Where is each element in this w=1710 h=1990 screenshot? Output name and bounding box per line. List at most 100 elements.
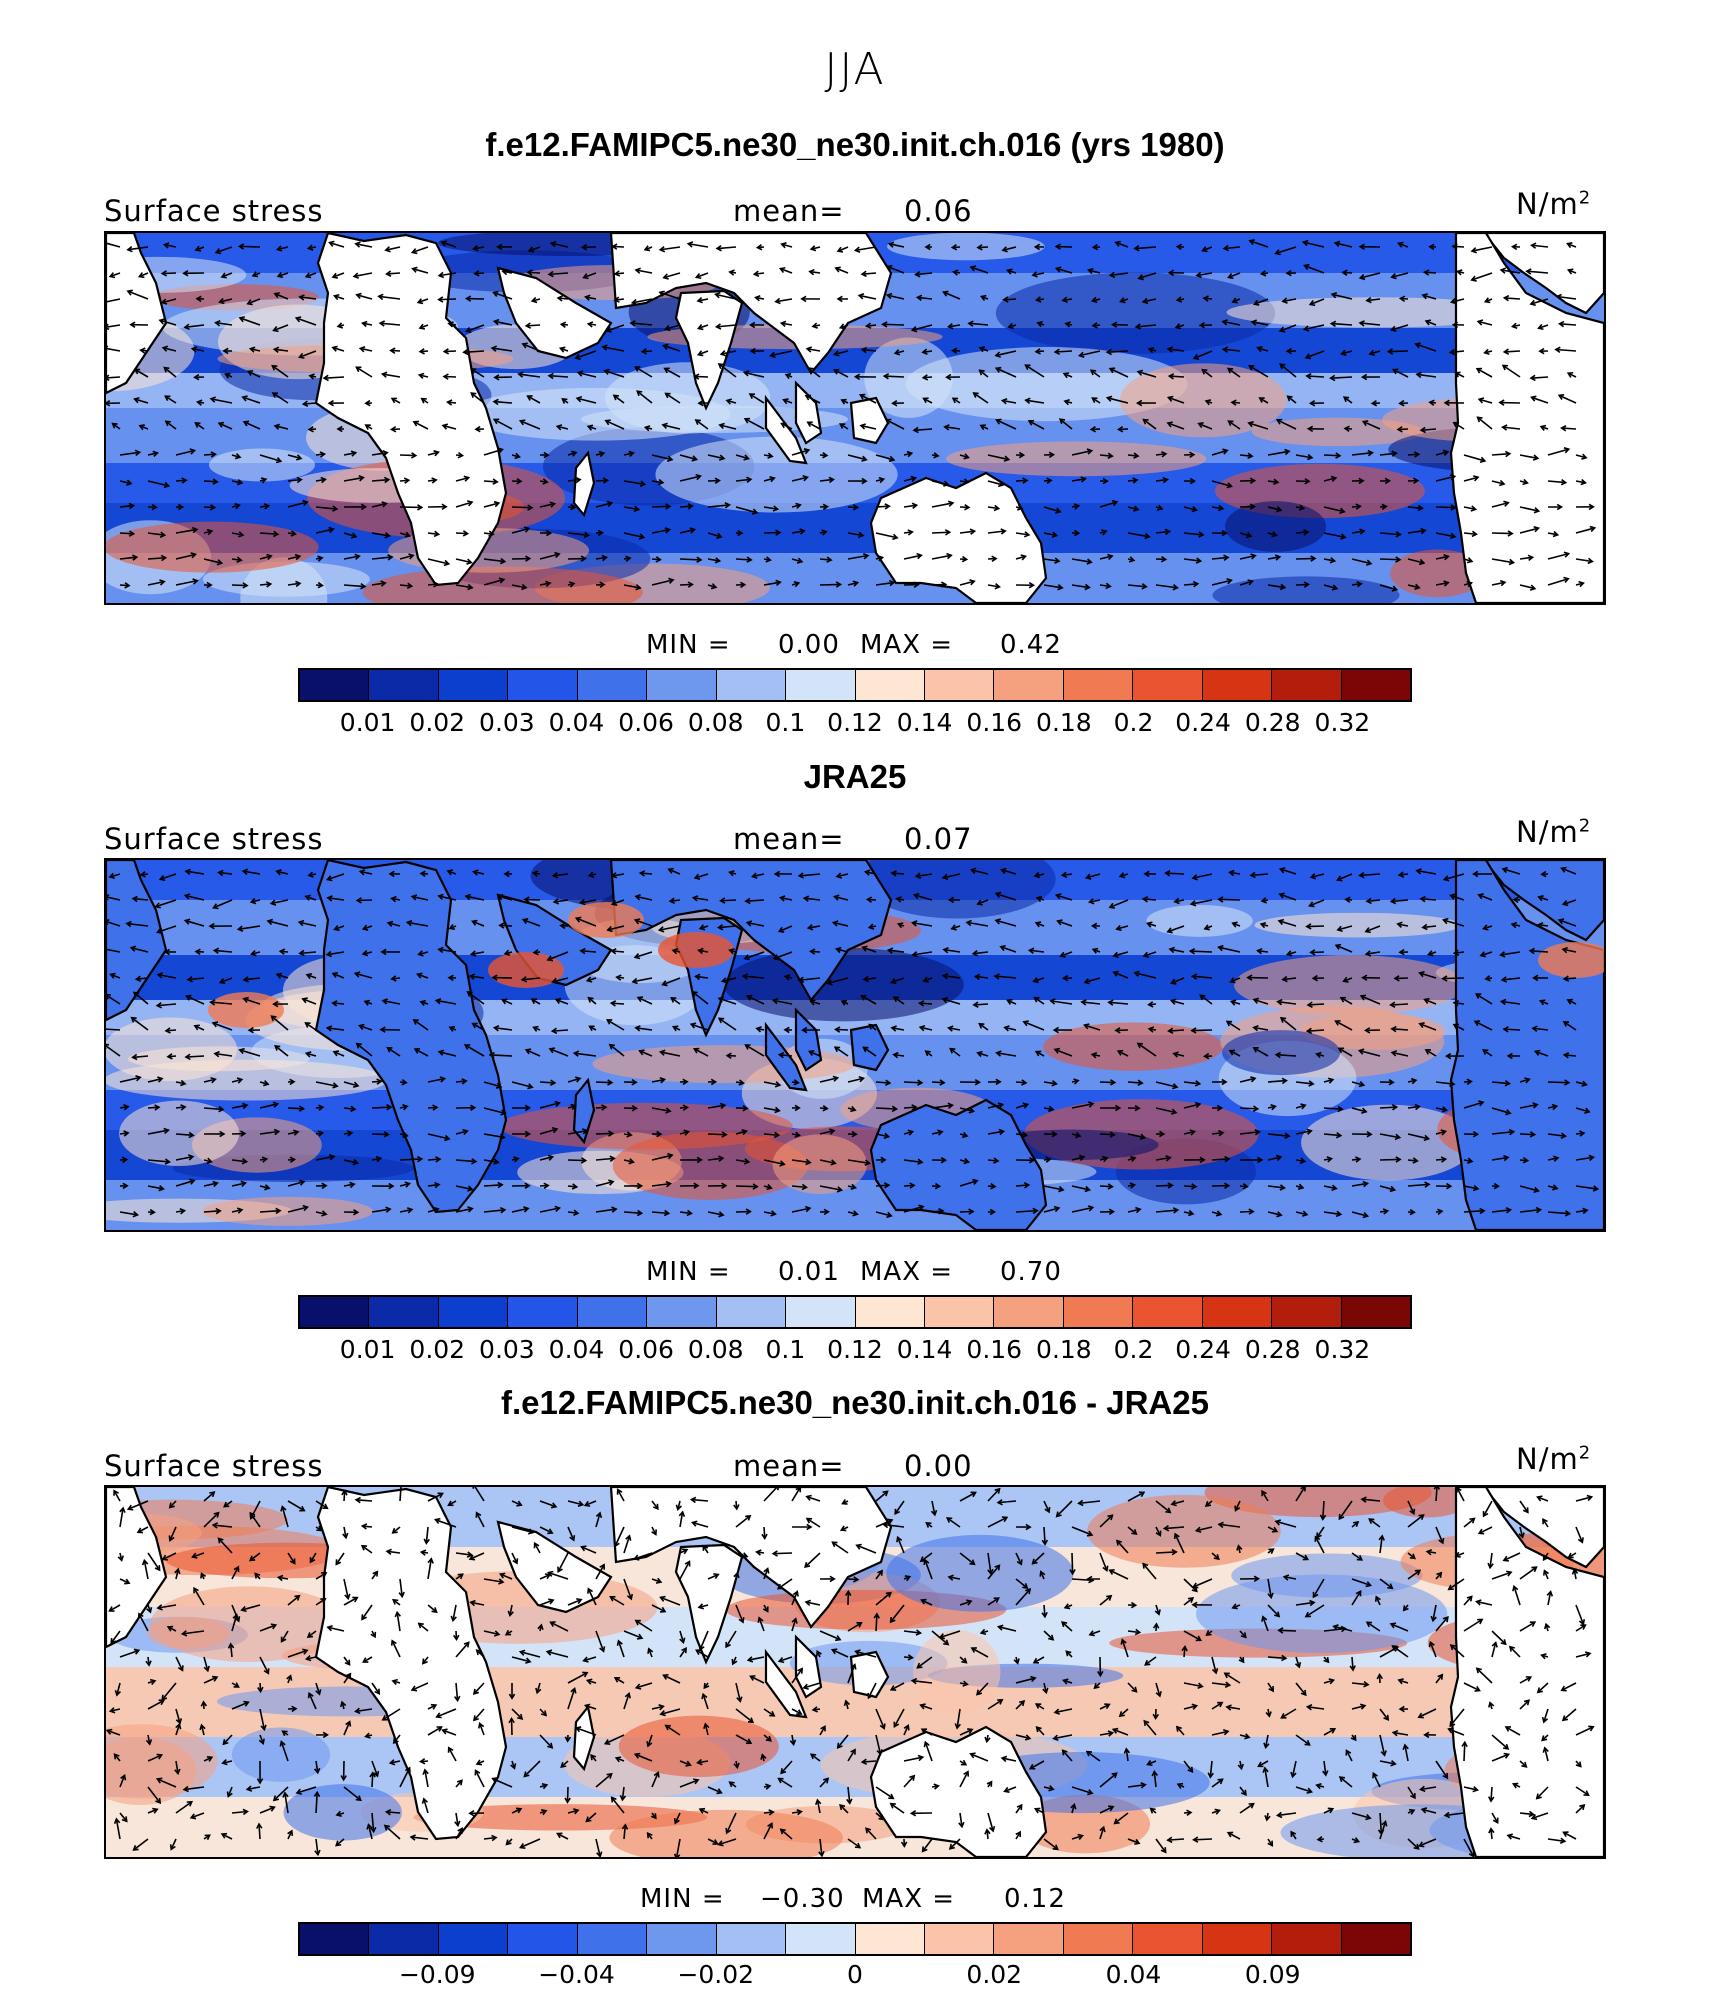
panel-3-min-label: MIN = (640, 1884, 725, 1914)
colorbar-tick-label: 0.14 (897, 1335, 953, 1364)
stress-vector (439, 299, 456, 300)
colorbar-tick-label: 0.06 (618, 1335, 674, 1364)
stress-vector (1156, 1552, 1176, 1553)
panel-3-map-svg (106, 1487, 1604, 1857)
stress-vector (652, 506, 670, 507)
colorbar-tick-label: 0.2 (1114, 1335, 1154, 1364)
stress-vector (820, 584, 841, 585)
colorbar-tick-label: 0.08 (688, 1335, 744, 1364)
colorbar-swatch (1342, 670, 1410, 700)
stress-vector (1240, 1108, 1258, 1109)
stress-vector (400, 455, 416, 456)
colorbar-tick-label: −0.02 (677, 1960, 754, 1989)
stress-vector (1307, 926, 1324, 927)
colorbar-tick-label: 0.12 (827, 708, 883, 737)
colorbar-tick-label: 0.08 (688, 708, 744, 737)
colorbar-tick-label: 0.03 (479, 1335, 535, 1364)
colorbar-tick-label: 0.1 (765, 708, 805, 737)
colorbar-tick-label: 0.32 (1315, 708, 1371, 737)
colorbar-tick-label: 0.12 (827, 1335, 883, 1364)
colorbar-tick-label: −0.09 (399, 1960, 476, 1989)
panel-2-max-label: MAX = (860, 1257, 953, 1287)
colorbar-swatch (578, 1924, 647, 1954)
colorbar-tick-label: 0.1 (765, 1335, 805, 1364)
stress-blob (1146, 905, 1253, 937)
panel-2-max-value: 0.70 (1000, 1257, 1062, 1287)
colorbar-swatch (300, 1924, 369, 1954)
colorbar-tick-label: 0.01 (340, 1335, 396, 1364)
stress-vector (1166, 873, 1184, 874)
stress-vector (736, 1186, 757, 1187)
colorbar-swatch (369, 1924, 438, 1954)
stress-vector (932, 532, 950, 533)
colorbar-tick-label: 0.02 (409, 708, 465, 737)
colorbar-swatch (925, 670, 994, 700)
colorbar-tick-label: 0.24 (1175, 1335, 1231, 1364)
stress-vector (1100, 1082, 1115, 1083)
stress-blob (886, 1535, 1073, 1612)
colorbar-swatch (300, 670, 369, 700)
panel-2-colorbar (298, 1295, 1412, 1329)
panel-2-title: JRA25 (0, 758, 1710, 796)
stress-blob (887, 233, 1045, 260)
colorbar-swatch (369, 670, 438, 700)
stress-vector (904, 1082, 922, 1083)
panel-1-mean-label: mean= (733, 194, 845, 228)
colorbar-swatch (1064, 1297, 1133, 1327)
colorbar-tick-label: 0.32 (1315, 1335, 1371, 1364)
colorbar-swatch (856, 670, 925, 700)
panel-3-min-value: −0.30 (760, 1884, 845, 1914)
stress-vector (1156, 1185, 1172, 1186)
colorbar-swatch (578, 670, 647, 700)
colorbar-swatch (578, 1297, 647, 1327)
panel-1-mean-value: 0.06 (904, 194, 973, 228)
panel-3-max-value: 0.12 (1004, 1884, 1066, 1914)
panel-2-map (104, 858, 1606, 1232)
stress-blob (655, 437, 897, 513)
panel-1-min-label: MIN = (646, 630, 731, 660)
stress-vector (567, 1787, 568, 1802)
colorbar-swatch (786, 670, 855, 700)
panel-3-mean-value: 0.00 (904, 1449, 973, 1483)
panel-1-max-value: 0.42 (1000, 630, 1062, 660)
stress-vector (1190, 951, 1212, 952)
panel-2-mean-label: mean= (733, 822, 845, 856)
colorbar-swatch (1272, 1924, 1341, 1954)
colorbar-tick-label: 0.16 (966, 708, 1022, 737)
stress-vector (106, 377, 120, 378)
colorbar-tick-label: 0.14 (897, 708, 953, 737)
panel-2-field-label: Surface stress (104, 822, 324, 856)
colorbar-tick-label: 0.01 (340, 708, 396, 737)
stress-vector (1219, 899, 1240, 900)
colorbar-swatch (1133, 670, 1202, 700)
colorbar-swatch (786, 1297, 855, 1327)
stress-vector (400, 1159, 422, 1160)
stress-blob (1234, 955, 1465, 1015)
colorbar-swatch (1133, 1924, 1202, 1954)
panel-3-field-label: Surface stress (104, 1449, 324, 1483)
stress-vector (490, 1055, 512, 1056)
colorbar-tick-label: 0.04 (549, 1335, 605, 1364)
colorbar-swatch (1203, 1924, 1272, 1954)
stress-vector (1464, 1742, 1465, 1761)
colorbar-swatch (647, 670, 716, 700)
colorbar-swatch (647, 1924, 716, 1954)
panel-2-map-svg (106, 860, 1604, 1230)
stress-vector (372, 1107, 391, 1108)
stress-vector (596, 1133, 613, 1134)
panel-1-title: f.e12.FAMIPC5.ne30_ne30.init.ch.016 (yrs… (0, 126, 1710, 164)
panel-2-min-label: MIN = (646, 1257, 731, 1287)
stress-vector (680, 559, 701, 560)
panel-2-min-value: 0.01 (778, 1257, 840, 1287)
panel-3-max-label: MAX = (862, 1884, 955, 1914)
panel-1-field-label: Surface stress (104, 194, 324, 228)
stress-vector (232, 585, 247, 586)
colorbar-swatch (647, 1297, 716, 1327)
colorbar-tick-label: −0.04 (538, 1960, 615, 1989)
colorbar-tick-label: 0.09 (1245, 1960, 1301, 1989)
stress-vector (1380, 1159, 1400, 1160)
stress-blob (946, 441, 1206, 476)
stress-blob (913, 1630, 1000, 1714)
